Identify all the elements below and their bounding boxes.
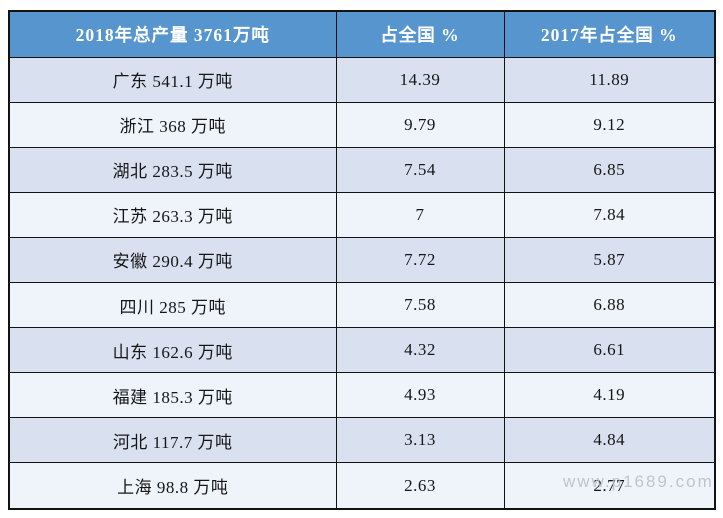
header-row: 2018年总产量 3761万吨 占全国 % 2017年占全国 % [8,10,716,58]
table-header: 2018年总产量 3761万吨 占全国 % 2017年占全国 % [8,10,716,58]
table-row: 四川 285 万吨 7.58 6.88 [8,282,716,329]
share-2017-cell: 5.87 [503,236,716,284]
share-2018-cell: 9.79 [335,101,505,148]
province-cell: 福建 185.3 万吨 [8,372,337,419]
table-row: 山东 162.6 万吨 4.32 6.61 [8,327,716,374]
share-2017-cell: 4.19 [503,372,716,419]
header-total-output: 2018年总产量 3761万吨 [8,10,337,58]
province-cell: 上海 98.8 万吨 [8,462,337,510]
province-cell: 四川 285 万吨 [8,282,337,329]
share-2017-cell: 6.61 [503,327,716,374]
table-row: 浙江 368 万吨 9.79 9.12 [8,101,716,148]
province-cell: 江苏 263.3 万吨 [8,191,337,238]
province-cell: 湖北 283.5 万吨 [8,146,337,193]
province-cell: 安徽 290.4 万吨 [8,236,337,284]
share-2017-cell: 7.84 [503,191,716,238]
table-row: 福建 185.3 万吨 4.93 4.19 [8,372,716,419]
production-share-table: 2018年总产量 3761万吨 占全国 % 2017年占全国 % 广东 541.… [8,10,716,510]
share-2018-cell: 7.54 [335,146,505,193]
share-2017-cell: 6.88 [503,282,716,329]
share-2017-cell: 9.12 [503,101,716,148]
province-cell: 浙江 368 万吨 [8,101,337,148]
share-2017-cell: 6.85 [503,146,716,193]
table-row: 安徽 290.4 万吨 7.72 5.87 [8,236,716,284]
table-row: 河北 117.7 万吨 3.13 4.84 [8,417,716,464]
share-2018-cell: 14.39 [335,56,505,103]
province-cell: 广东 541.1 万吨 [8,56,337,103]
header-share-2018: 占全国 % [335,10,505,58]
share-2018-cell: 4.93 [335,372,505,419]
province-cell: 山东 162.6 万吨 [8,327,337,374]
province-cell: 河北 117.7 万吨 [8,417,337,464]
share-2018-cell: 3.13 [335,417,505,464]
table-row: 广东 541.1 万吨 14.39 11.89 [8,56,716,103]
table-row: 湖北 283.5 万吨 7.54 6.85 [8,146,716,193]
table-row: 江苏 263.3 万吨 7 7.84 [8,191,716,238]
share-2017-cell: 11.89 [503,56,716,103]
share-2017-cell: 2.77 [503,462,716,510]
header-share-2017: 2017年占全国 % [503,10,716,58]
share-2018-cell: 7 [335,191,505,238]
share-2018-cell: 2.63 [335,462,505,510]
share-2018-cell: 7.72 [335,236,505,284]
table-body: 广东 541.1 万吨 14.39 11.89 浙江 368 万吨 9.79 9… [8,56,716,510]
table-row: 上海 98.8 万吨 2.63 2.77 [8,462,716,510]
share-2018-cell: 4.32 [335,327,505,374]
share-2018-cell: 7.58 [335,282,505,329]
share-2017-cell: 4.84 [503,417,716,464]
